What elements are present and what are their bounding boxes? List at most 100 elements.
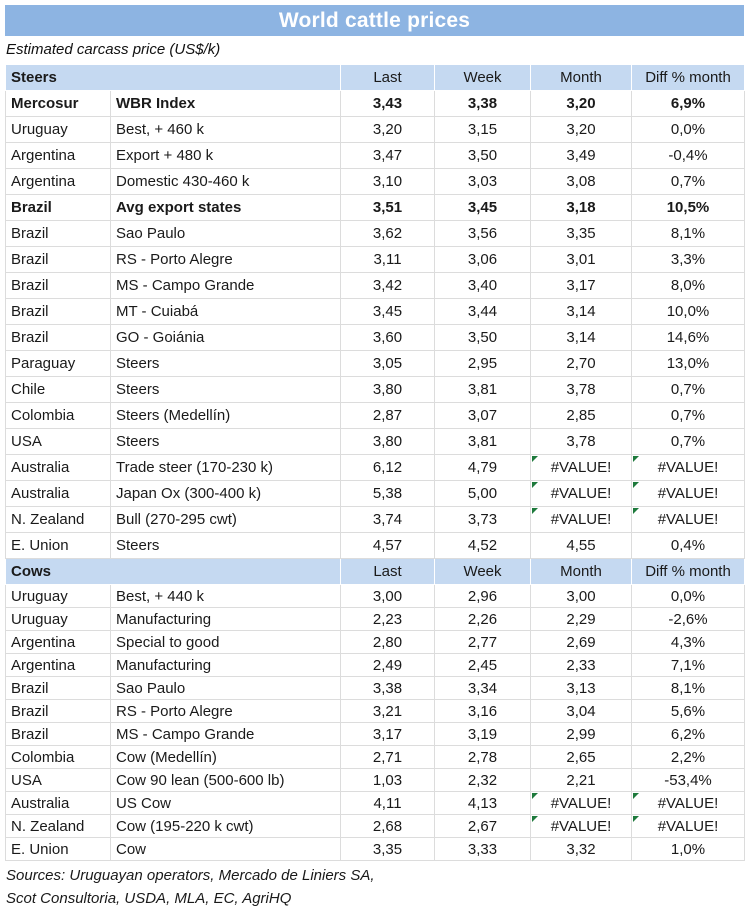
error-indicator-icon (633, 456, 639, 462)
region-cell: Australia (5, 791, 111, 815)
diff-cell: 8,0% (631, 272, 745, 299)
month-cell: 3,35 (530, 220, 632, 247)
week-cell: 2,77 (434, 630, 531, 654)
desc-cell: Cow (195-220 k cwt) (110, 814, 341, 838)
week-cell: 2,32 (434, 768, 531, 792)
month-cell: 3,13 (530, 676, 632, 700)
last-cell: 3,74 (340, 506, 435, 533)
last-cell: 3,21 (340, 699, 435, 723)
month-cell: 3,04 (530, 699, 632, 723)
region-cell: Brazil (5, 298, 111, 325)
last-cell: 3,10 (340, 168, 435, 195)
month-cell: 2,29 (530, 607, 632, 631)
week-cell: 3,07 (434, 402, 531, 429)
month-cell: 3,18 (530, 194, 632, 221)
region-cell: Australia (5, 480, 111, 507)
desc-cell: Manufacturing (110, 607, 341, 631)
table-row: Uruguay Best, + 440 k 3,00 2,96 3,00 0,0% (5, 584, 745, 608)
week-cell: 3,50 (434, 324, 531, 351)
week-cell: 3,40 (434, 272, 531, 299)
week-cell: 3,44 (434, 298, 531, 325)
month-cell: #VALUE! (530, 791, 632, 815)
week-cell: 2,45 (434, 653, 531, 677)
region-cell: Brazil (5, 324, 111, 351)
region-cell: Brazil (5, 220, 111, 247)
region-cell: Brazil (5, 676, 111, 700)
month-cell: 2,65 (530, 745, 632, 769)
desc-cell: RS - Porto Alegre (110, 246, 341, 273)
month-cell: 3,49 (530, 142, 632, 169)
last-cell: 3,11 (340, 246, 435, 273)
desc-cell: Steers (110, 532, 341, 559)
diff-cell: 8,1% (631, 220, 745, 247)
diff-cell: 0,0% (631, 116, 745, 143)
week-cell: 2,78 (434, 745, 531, 769)
error-indicator-icon (532, 793, 538, 799)
last-cell: 3,47 (340, 142, 435, 169)
month-cell: 3,78 (530, 428, 632, 455)
last-cell: 2,71 (340, 745, 435, 769)
month-cell: 3,14 (530, 324, 632, 351)
week-cell: 3,81 (434, 376, 531, 403)
last-cell: 3,38 (340, 676, 435, 700)
table-row: Brazil MS - Campo Grande 3,42 3,40 3,17 8,0% (5, 272, 745, 299)
region-cell: E. Union (5, 532, 111, 559)
last-cell: 1,03 (340, 768, 435, 792)
diff-cell: #VALUE! (631, 791, 745, 815)
last-cell: 3,42 (340, 272, 435, 299)
col-header-last: Last (340, 64, 435, 91)
table-row: N. Zealand Cow (195-220 k cwt) 2,68 2,67 #VA… (5, 814, 745, 838)
diff-cell: -53,4% (631, 768, 745, 792)
col-header-week: Week (434, 558, 531, 585)
region-cell: Mercosur (5, 90, 111, 117)
table-row: E. Union Steers 4,57 4,52 4,55 0,4% (5, 532, 745, 559)
col-header-month: Month (530, 558, 632, 585)
section-title: Cows (5, 558, 341, 585)
diff-cell: 6,2% (631, 722, 745, 746)
region-cell: Chile (5, 376, 111, 403)
diff-cell: 0,7% (631, 168, 745, 195)
region-cell: Argentina (5, 653, 111, 677)
week-cell: 3,38 (434, 90, 531, 117)
diff-cell: -2,6% (631, 607, 745, 631)
month-cell: #VALUE! (530, 480, 632, 507)
diff-cell: 2,2% (631, 745, 745, 769)
diff-cell: 0,7% (631, 402, 745, 429)
table-row: Uruguay Manufacturing 2,23 2,26 2,29 -2,6% (5, 607, 745, 631)
desc-cell: Steers (110, 428, 341, 455)
table-row: Uruguay Best, + 460 k 3,20 3,15 3,20 0,0% (5, 116, 745, 143)
region-cell: N. Zealand (5, 506, 111, 533)
month-cell: #VALUE! (530, 814, 632, 838)
error-indicator-icon (633, 482, 639, 488)
section-header-cows: Cows Last Week Month Diff % month (5, 558, 745, 585)
last-cell: 3,43 (340, 90, 435, 117)
week-cell: 2,67 (434, 814, 531, 838)
week-cell: 2,95 (434, 350, 531, 377)
desc-cell: RS - Porto Alegre (110, 699, 341, 723)
last-cell: 2,23 (340, 607, 435, 631)
week-cell: 4,79 (434, 454, 531, 481)
desc-cell: Sao Paulo (110, 220, 341, 247)
week-cell: 3,06 (434, 246, 531, 273)
month-cell: 3,00 (530, 584, 632, 608)
desc-cell: Manufacturing (110, 653, 341, 677)
table-row: Argentina Special to good 2,80 2,77 2,69 4,3% (5, 630, 745, 654)
week-cell: 3,34 (434, 676, 531, 700)
desc-cell: Export + 480 k (110, 142, 341, 169)
desc-cell: WBR Index (110, 90, 341, 117)
region-cell: Uruguay (5, 607, 111, 631)
table-subtitle: Estimated carcass price (US$/k) (6, 41, 221, 58)
col-header-last: Last (340, 558, 435, 585)
region-cell: Paraguay (5, 350, 111, 377)
month-cell: 3,20 (530, 90, 632, 117)
month-cell: 2,99 (530, 722, 632, 746)
region-cell: Brazil (5, 699, 111, 723)
week-cell: 3,03 (434, 168, 531, 195)
month-cell: 3,08 (530, 168, 632, 195)
diff-cell: 0,7% (631, 428, 745, 455)
desc-cell: MT - Cuiabá (110, 298, 341, 325)
table-row: Brazil MS - Campo Grande 3,17 3,19 2,99 6,2% (5, 722, 745, 746)
month-cell: 2,21 (530, 768, 632, 792)
month-cell: 3,01 (530, 246, 632, 273)
col-header-diff: Diff % month (631, 558, 745, 585)
